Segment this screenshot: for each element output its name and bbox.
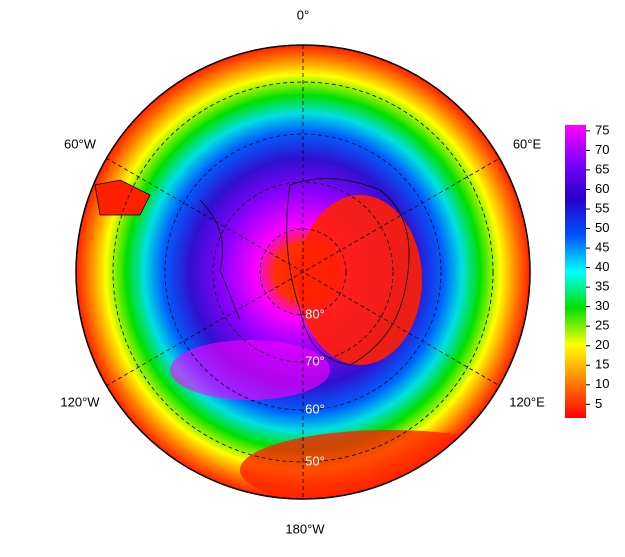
colorbar-tick-label: 10 bbox=[595, 376, 609, 391]
colorbar-tick-label: 30 bbox=[595, 298, 609, 313]
map-border bbox=[75, 44, 531, 500]
latitude-label: 70° bbox=[305, 353, 325, 368]
longitude-label: 60°E bbox=[513, 136, 542, 151]
colorbar-tick-label: 60 bbox=[595, 181, 609, 196]
colorbar-tick-label: 40 bbox=[595, 259, 609, 274]
colorbar-tick-label: 35 bbox=[595, 279, 609, 294]
colorbar-tick-label: 50 bbox=[595, 220, 609, 235]
colorbar-tick-label: 70 bbox=[595, 142, 609, 157]
longitude-label: 180°W bbox=[285, 521, 325, 536]
colorbar-tick-label: 20 bbox=[595, 337, 609, 352]
graticule bbox=[105, 45, 501, 499]
map-field bbox=[76, 45, 530, 499]
longitude-label: 120°E bbox=[509, 394, 545, 409]
longitude-label: 0° bbox=[297, 7, 309, 22]
colorbar-tick-label: 65 bbox=[595, 161, 609, 176]
longitude-label: 60°W bbox=[64, 136, 97, 151]
colorbar-tick-label: 45 bbox=[595, 239, 609, 254]
colorbar bbox=[565, 125, 586, 418]
colorbar-tick-label: 75 bbox=[595, 122, 609, 137]
colorbar-tick-label: 25 bbox=[595, 318, 609, 333]
colorbar-tick-label: 55 bbox=[595, 200, 609, 215]
colorbar-tick-label: 15 bbox=[595, 357, 609, 372]
latitude-label: 50° bbox=[305, 453, 325, 468]
latitude-label: 60° bbox=[305, 401, 325, 416]
longitude-label: 120°W bbox=[60, 394, 100, 409]
latitude-label: 80° bbox=[305, 306, 325, 321]
colorbar-tick-label: 5 bbox=[595, 396, 602, 411]
